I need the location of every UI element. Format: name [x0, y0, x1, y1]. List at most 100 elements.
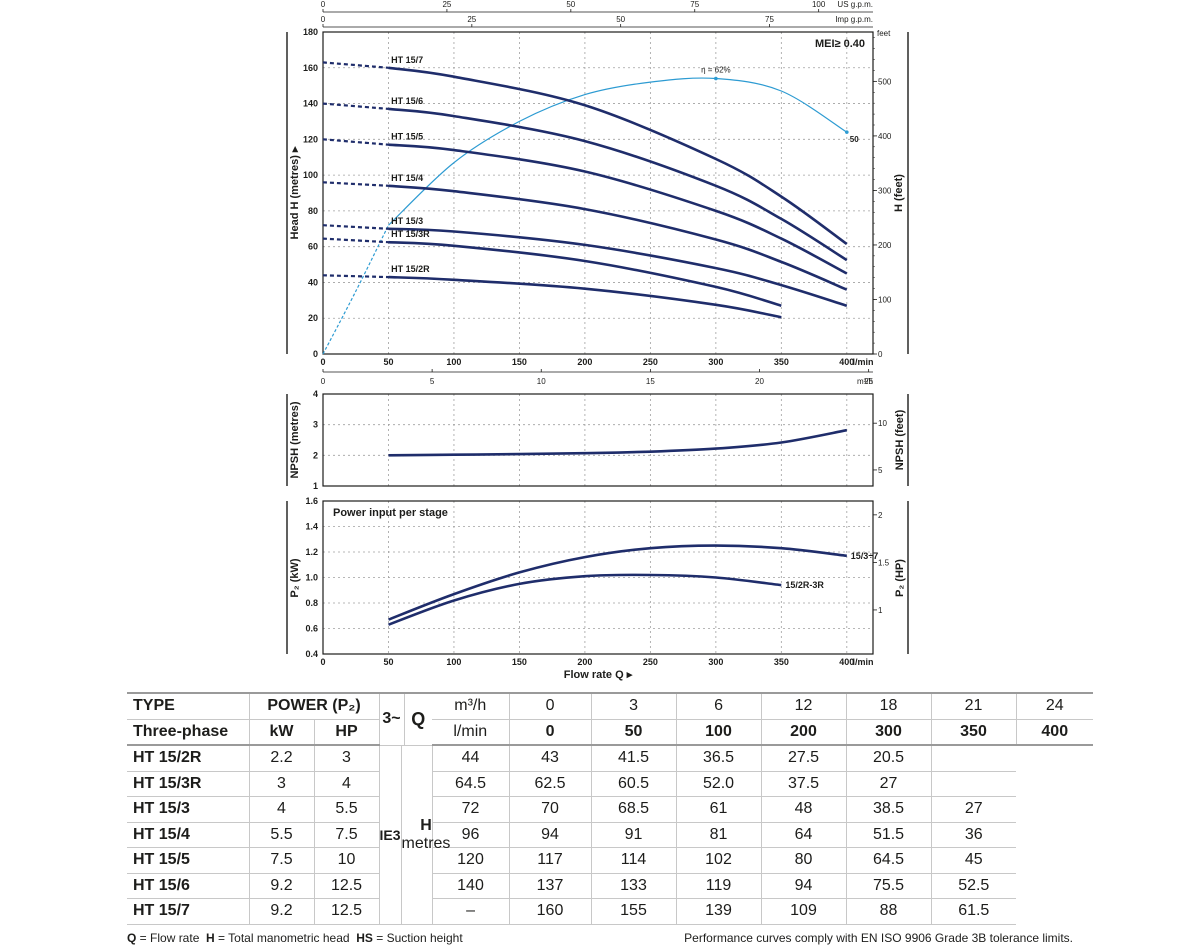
head-value — [931, 771, 1017, 797]
head-curve-dashed-start — [322, 224, 389, 230]
imp-gpm-tick-label: 0 — [321, 15, 326, 24]
table-row: HT 15/3R 3 4 64.5 62.5 60.5 52.0 37.5 27 — [127, 771, 1093, 797]
m3h-value: 18 — [846, 692, 932, 720]
lmin-value: 400 — [1016, 719, 1094, 746]
head-value: 43 — [509, 745, 592, 772]
imp-gpm-tick-label: 75 — [765, 15, 774, 24]
head-value: 37.5 — [761, 771, 847, 797]
head-x-tick-label: 250 — [643, 357, 658, 367]
pump-type: HT 15/3 — [127, 796, 250, 823]
power-x-tick-label: 400 — [839, 657, 854, 667]
power-y-tick-label: 0.6 — [305, 624, 318, 634]
phase-symbol: 3~ — [379, 692, 405, 746]
head-value: 20.5 — [846, 745, 932, 772]
npsh-y-tick-label: 3 — [313, 420, 318, 430]
head-x-tick-label: 0 — [320, 357, 325, 367]
lmin-value: 200 — [761, 719, 847, 746]
header-row-2: Three-phase kW HP l/min 0 50 100 200 300… — [127, 719, 1094, 746]
head-value: 81 — [676, 822, 762, 848]
head-value: 38.5 — [846, 796, 932, 823]
head-curve — [388, 143, 848, 275]
head-value: 44 — [432, 745, 510, 772]
head-curve-label: HT 15/3 — [391, 216, 423, 226]
head-value: 70 — [509, 796, 592, 823]
power-curve — [388, 544, 847, 621]
q-key: Q — [127, 931, 137, 945]
m3h-unit-label: m³/h — [432, 692, 510, 720]
power-y-tick-label: 1.2 — [305, 547, 318, 557]
head-curve-label: HT 15/6 — [391, 96, 423, 106]
m3h-tick-label: 20 — [755, 377, 764, 386]
head-value: 155 — [591, 898, 677, 925]
performance-table: TYPE POWER (P₂) 3~ Q m³/h 0 3 6 12 18 21… — [127, 692, 1094, 925]
table-row: HT 15/3 4 5.5 72 70 68.5 61 48 38.5 27 — [127, 796, 1093, 823]
lmin-value: 350 — [931, 719, 1017, 746]
h-metres-cell: IE3 H metres — [379, 745, 450, 925]
hp-header: HP — [314, 719, 380, 746]
head-feet-tick-label: 500 — [878, 77, 892, 86]
power-hp: 4 — [314, 771, 380, 797]
power-y-tick-label: 1.6 — [305, 496, 318, 506]
power-x-tick-label: 350 — [774, 657, 789, 667]
power-y-axis-label: P₂ (kW) — [289, 558, 301, 597]
head-x-tick-label: 150 — [512, 357, 527, 367]
head-y-tick-label: 40 — [308, 277, 318, 287]
power-x-tick-label: 150 — [512, 657, 527, 667]
m3h-value: 24 — [1016, 692, 1094, 720]
head-value: 48 — [761, 796, 847, 823]
h-label: H — [420, 816, 432, 834]
us-gpm-tick-label: 75 — [690, 0, 699, 9]
head-value: 140 — [432, 873, 510, 899]
head-value: 64.5 — [432, 771, 510, 797]
npsh-feet-tick-label: 10 — [878, 419, 887, 428]
power-curve-label: 15/2R-3R — [785, 580, 824, 590]
power-hp-tick-label: 2 — [878, 511, 883, 520]
head-value: 64 — [761, 822, 847, 848]
hs-key: HS — [356, 931, 373, 945]
head-x-tick-label: 400 — [839, 357, 854, 367]
m3h-value: 12 — [761, 692, 847, 720]
phase-header: Three-phase — [127, 719, 250, 746]
head-value: 137 — [509, 873, 592, 899]
npsh-y-tick-label: 1 — [313, 481, 318, 491]
head-curve-dashed-start — [322, 61, 389, 69]
head-curve-dashed-start — [322, 274, 389, 279]
head-value: 36.5 — [676, 745, 762, 772]
m3h-value: 3 — [591, 692, 677, 720]
power-x-tick-label: 200 — [577, 657, 592, 667]
lmin-unit-label: l/min — [432, 719, 510, 746]
head-y-tick-label: 100 — [303, 170, 318, 180]
table-row: HT 15/2R 2.2 3 IE3 H metres 44 43 41.5 36.5 27.5 2… — [127, 745, 1093, 925]
type-header: TYPE — [127, 692, 250, 720]
head-curve-dashed-start — [322, 181, 389, 187]
head-value: 36 — [931, 822, 1017, 848]
head-value: 117 — [509, 847, 592, 874]
power-hp: 12.5 — [314, 898, 380, 925]
head-value: 52.5 — [931, 873, 1017, 899]
head-value: 91 — [591, 822, 677, 848]
power-y-tick-label: 1.4 — [305, 522, 318, 532]
npsh-frame — [322, 393, 874, 487]
lmin-value: 0 — [509, 719, 592, 746]
power-x-tick-label: 250 — [643, 657, 658, 667]
pump-type: HT 15/4 — [127, 822, 250, 848]
power-header: POWER (P₂) — [249, 692, 380, 720]
hs-text: = Suction height — [372, 931, 463, 945]
head-y-tick-label: 80 — [308, 206, 318, 216]
power-x-tick-label: 50 — [383, 657, 393, 667]
head-value: 61 — [676, 796, 762, 823]
head-curve-label: HT 15/4 — [391, 173, 423, 183]
head-curve — [388, 240, 782, 307]
head-value: 94 — [509, 822, 592, 848]
head-y-tick-label: 160 — [303, 63, 318, 73]
head-y-tick-label: 120 — [303, 134, 318, 144]
lmin-value: 300 — [846, 719, 932, 746]
head-value: 45 — [931, 847, 1017, 874]
table-row: HT 15/5 7.5 10 120 117 114 102 80 64.5 45 — [127, 847, 1093, 874]
head-feet-tick-label: 200 — [878, 241, 892, 250]
m3h-tick-label: 15 — [646, 377, 655, 386]
head-feet-tick-label: 400 — [878, 132, 892, 141]
head-value: 41.5 — [591, 745, 677, 772]
imp-gpm-tick-label: 25 — [467, 15, 476, 24]
